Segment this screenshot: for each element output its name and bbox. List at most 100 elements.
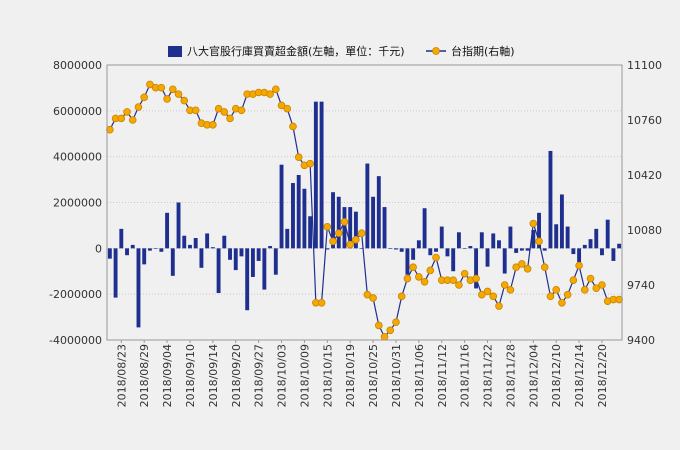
bar [451,248,456,272]
line-point [512,263,520,272]
bar [600,248,604,256]
bar [497,240,501,249]
bar [382,207,387,249]
line-point [329,237,337,246]
bar [239,248,244,257]
legend: 八大官股行庫買賣超金額(左軸，單位：千元) 台指期(右軸) [168,44,515,58]
line-point [289,122,297,131]
bar [605,219,610,249]
line-point [340,218,349,226]
right-tick-label: 10420 [627,169,662,182]
bar [325,248,330,250]
line-point [575,261,583,270]
line-point [294,153,303,162]
bar [502,248,507,274]
bar [336,196,341,249]
line-point [432,253,440,262]
bar [113,248,118,298]
bar [491,233,496,249]
left-tick-label: 0 [95,242,102,255]
line-point [277,101,286,110]
bar [245,248,250,311]
line-point [123,108,131,116]
line-point [386,326,395,335]
grid [107,110,622,295]
bar [359,248,364,249]
line-point [540,263,549,272]
bar [205,233,210,249]
line-series [106,80,623,341]
line-point [174,90,183,98]
line-point [569,276,578,284]
line-point [317,298,326,307]
bar [548,150,553,249]
bar [577,248,582,263]
bar [130,244,135,249]
line-point [357,229,366,238]
line-point [272,85,280,94]
bar [165,212,170,249]
bar [445,248,450,257]
line-point [592,284,601,293]
bar [542,248,547,251]
line-point [283,104,292,113]
left-tick-label: -4000000 [49,334,102,347]
line-point [134,103,143,111]
line-point [460,269,469,278]
bar [428,248,433,256]
left-tick-label: 6000000 [53,105,102,118]
line-point [558,298,566,307]
bar [199,248,204,268]
line-point [415,273,423,281]
line-point [323,222,332,231]
bar [365,163,370,249]
bar [147,248,152,251]
x-tick-label: 2018/10/19 [344,344,357,407]
bar [348,207,353,249]
right-tick-label: 10080 [627,224,662,237]
bar [422,208,427,249]
x-tick-label: 2018/08/29 [138,344,151,407]
x-tick-label: 2018/10/03 [276,344,289,407]
bar [376,176,381,249]
x-tick-label: 2018/11/06 [413,344,426,407]
bar [371,196,376,249]
x-tick-label: 2018/10/31 [390,344,403,407]
bar [125,248,129,256]
line-point [209,121,217,129]
bar [416,240,421,249]
line-point [392,318,400,327]
left-tick-label: 4000000 [53,151,102,164]
bar [331,192,335,249]
bar [582,244,587,249]
bar-series [107,101,622,328]
line-point [163,95,171,103]
bar [273,248,278,275]
bar [468,246,473,249]
x-tick-label: 2018/11/28 [504,344,517,407]
line-point [449,276,457,284]
line-point [523,265,532,273]
bar [531,230,536,249]
line-point [552,286,560,294]
line-point [117,114,126,123]
bar [233,248,238,271]
x-tick-label: 2018/11/22 [482,344,495,407]
line-point [563,290,572,299]
bar [210,247,215,249]
bar [388,248,393,249]
bar [571,248,576,255]
bar [537,212,541,249]
bar [508,226,513,249]
bar [119,228,124,249]
bar [170,248,175,276]
line-point [529,219,538,228]
bar [439,226,444,249]
line-point [403,274,412,283]
bar [193,238,198,249]
bar [514,248,519,253]
x-tick-label: 2018/11/12 [436,344,449,407]
line-point [506,286,515,294]
